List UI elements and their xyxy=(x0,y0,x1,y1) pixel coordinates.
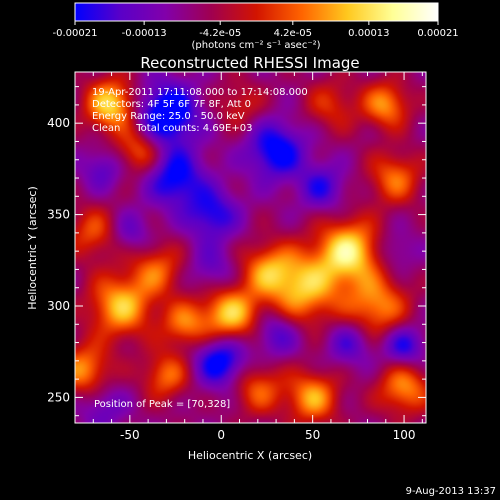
colorbar-tick-label: -4.2e-05 xyxy=(199,28,241,39)
chart-title: Reconstructed RHESSI Image xyxy=(140,54,359,72)
annotation-detectors: Detectors: 4F 5F 6F 7F 8F, Att 0 xyxy=(92,99,251,110)
annotation-energy-range: Energy Range: 25.0 - 50.0 keV xyxy=(92,111,245,122)
colorbar-tick-label: 0.00021 xyxy=(417,28,458,39)
y-tick-label: 300 xyxy=(47,299,70,313)
y-tick-label: 350 xyxy=(47,208,70,222)
colorbar-unit-label: (photons cm⁻² s⁻¹ asec⁻²) xyxy=(191,40,320,51)
date-stamp: 9-Aug-2013 13:37 xyxy=(406,486,496,497)
colorbar-tick-label: 4.2e-05 xyxy=(274,28,312,39)
x-tick-label: 50 xyxy=(305,428,320,442)
plot-frame xyxy=(74,71,427,424)
annotation-time-range: 19-Apr-2011 17:11:08.000 to 17:14:08.000 xyxy=(92,87,308,98)
x-tick-label: 100 xyxy=(393,428,416,442)
heatmap-plot-area: -50 0 50 100 250 300 350 400 xyxy=(47,71,427,442)
colorbar-tick-label: 0.00013 xyxy=(348,28,389,39)
colorbar-ticks: -0.00021 -0.00013 -4.2e-05 4.2e-05 0.00013 0.… xyxy=(53,21,459,39)
colorbar-gradient xyxy=(74,2,439,22)
x-axis-label: Heliocentric X (arcsec) xyxy=(188,449,312,462)
annotation-peak-position: Position of Peak = [70,328] xyxy=(94,399,230,410)
y-tick-label: 400 xyxy=(47,116,70,130)
heatmap-image xyxy=(75,72,426,423)
y-axis-label: Heliocentric Y (arcsec) xyxy=(26,186,39,310)
x-tick-label: -50 xyxy=(120,428,140,442)
colorbar-tick-label: -0.00013 xyxy=(122,28,167,39)
colorbar-tick-label: -0.00021 xyxy=(53,28,98,39)
x-tick-label: 0 xyxy=(217,428,225,442)
image-annotations: 19-Apr-2011 17:11:08.000 to 17:14:08.000… xyxy=(92,87,308,410)
annotation-clean-counts: Clean Total counts: 4.69E+03 xyxy=(92,123,252,134)
axis-ticks: -50 0 50 100 250 300 350 400 xyxy=(47,72,426,442)
y-tick-label: 250 xyxy=(47,390,70,404)
colorbar: -0.00021 -0.00013 -4.2e-05 4.2e-05 0.00013 0.… xyxy=(53,2,459,51)
